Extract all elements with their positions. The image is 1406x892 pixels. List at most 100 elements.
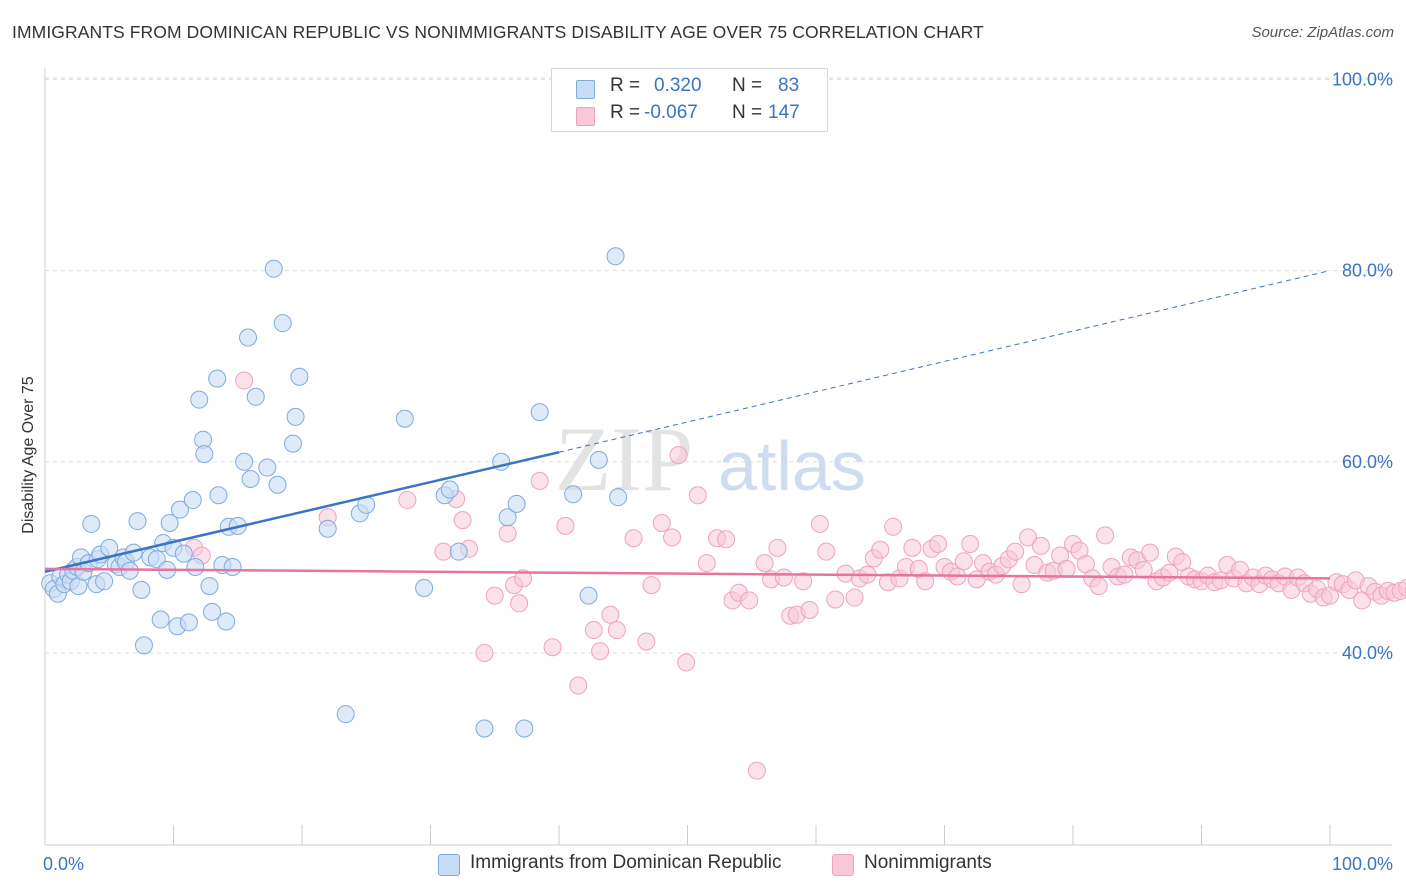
nonimmigrant-point	[747, 761, 766, 780]
bottom-legend-label: Nonimmigrants	[864, 852, 992, 873]
immigrant-point	[186, 557, 205, 576]
nonimmigrant-point	[398, 491, 417, 510]
nonimmigrant-point	[510, 594, 529, 613]
immigrant-trend-extension	[558, 270, 1331, 453]
nonimmigrant-point	[677, 653, 696, 672]
nonimmigrant-point	[755, 554, 774, 573]
nonimmigrant-point	[1398, 579, 1406, 597]
y-tick-label: 40.0%	[1342, 643, 1393, 663]
nonimmigrant-point	[1057, 559, 1076, 578]
immigrant-point	[579, 586, 598, 605]
immigrant-point	[179, 613, 198, 632]
immigrant-point	[174, 544, 193, 563]
immigrant-point	[498, 508, 517, 527]
nonimmigrant-point	[556, 516, 575, 535]
immigrant-point	[170, 500, 189, 519]
immigrant-point	[515, 719, 534, 738]
immigrant-point	[564, 485, 583, 504]
nonimmigrant-point	[794, 572, 813, 591]
immigrant-point	[475, 719, 494, 738]
y-tick-label: 100.0%	[1332, 69, 1393, 89]
bottom-legend-swatch-pink	[832, 854, 854, 876]
chart-title: IMMIGRANTS FROM DOMINICAN REPUBLIC VS NO…	[12, 22, 984, 42]
nonimmigrant-point	[591, 642, 610, 661]
immigrant-point	[507, 494, 526, 513]
immigrant-point	[246, 387, 265, 406]
watermark-atlas: atlas	[718, 427, 866, 505]
immigrant-point	[589, 450, 608, 469]
nonimmigrant-point	[826, 590, 845, 609]
immigrant-point	[208, 369, 227, 388]
nonimmigrant-point	[774, 568, 793, 587]
immigrant-point	[82, 514, 101, 533]
nonimmigrant-point	[740, 591, 759, 610]
legend-row-immigrants: R = 0.320 N = 83	[552, 75, 827, 101]
immigrant-point	[268, 475, 287, 494]
immigrant-point	[190, 390, 209, 409]
legend-n-value: 147	[768, 102, 800, 123]
legend-n-label: N =	[732, 102, 763, 123]
immigrant-point	[258, 458, 277, 477]
legend-swatch-blue	[576, 80, 595, 99]
nonimmigrant-point	[652, 513, 671, 532]
y-axis-label: Disability Age Over 75	[20, 376, 37, 534]
immigrant-point	[203, 602, 222, 621]
nonimmigrant-point	[1006, 542, 1025, 561]
immigrant-point	[95, 572, 114, 591]
nonimmigrant-point	[688, 486, 707, 505]
nonimmigrant-point	[637, 632, 656, 651]
immigrant-point	[209, 486, 228, 505]
x-tick-labels: 0.0% 100.0%	[43, 854, 1393, 874]
nonimmigrant-point	[961, 535, 980, 554]
nonimmigrant-point	[916, 572, 935, 591]
nonimmigrant-point	[871, 540, 890, 559]
nonimmigrant-point	[642, 576, 661, 595]
legend-r-value: -0.067	[644, 102, 698, 123]
immigrant-point	[264, 259, 283, 278]
nonimmigrant-point	[1115, 565, 1134, 584]
immigrant-point	[200, 577, 219, 596]
immigrant-point	[160, 513, 179, 532]
nonimmigrant-point	[607, 621, 626, 640]
nonimmigrant-point	[954, 552, 973, 571]
immigrant-point	[195, 445, 214, 464]
immigrant-point	[286, 407, 305, 426]
immigrant-point	[128, 512, 147, 531]
immigrant-point	[530, 403, 549, 422]
immigrant-point	[606, 247, 625, 266]
immigrant-point	[183, 491, 202, 510]
nonimmigrant-point	[669, 446, 688, 465]
series-immigrants	[41, 247, 628, 738]
nonimmigrant-point	[485, 586, 504, 605]
legend-r-value: 0.320	[654, 75, 702, 96]
immigrant-point	[235, 452, 254, 471]
nonimmigrant-point	[601, 605, 620, 624]
nonimmigrant-point	[1141, 543, 1160, 562]
nonimmigrant-point	[584, 621, 603, 640]
immigrant-point	[440, 480, 459, 499]
immigrant-point	[449, 542, 468, 561]
bottom-legend-swatch-blue	[438, 854, 460, 876]
legend-n-label: N =	[732, 75, 763, 96]
nonimmigrant-point	[663, 528, 682, 547]
nonimmigrant-point	[1012, 575, 1031, 594]
y-tick-labels: 40.0% 60.0% 80.0% 100.0%	[1332, 69, 1393, 663]
trend-lines	[44, 270, 1331, 580]
immigrant-point	[290, 367, 309, 386]
nonimmigrant-point	[884, 517, 903, 536]
immigrant-point	[318, 519, 337, 538]
nonimmigrant-point	[1089, 577, 1108, 596]
legend-row-nonimmigrants: R = -0.067 N = 147	[552, 102, 827, 128]
immigrant-point	[284, 434, 303, 453]
bottom-legend: Immigrants from Dominican Republic Nonim…	[0, 851, 1406, 879]
immigrant-point	[217, 612, 236, 631]
nonimmigrant-point	[810, 514, 829, 533]
legend-r-label: R =	[610, 102, 641, 123]
nonimmigrant-point	[800, 600, 819, 619]
nonimmigrant-point	[1096, 526, 1115, 545]
nonimmigrant-point	[498, 524, 517, 543]
x-tick-label-min: 0.0%	[43, 854, 84, 874]
y-tick-label: 80.0%	[1342, 261, 1393, 281]
legend-r-label: R =	[610, 75, 641, 96]
